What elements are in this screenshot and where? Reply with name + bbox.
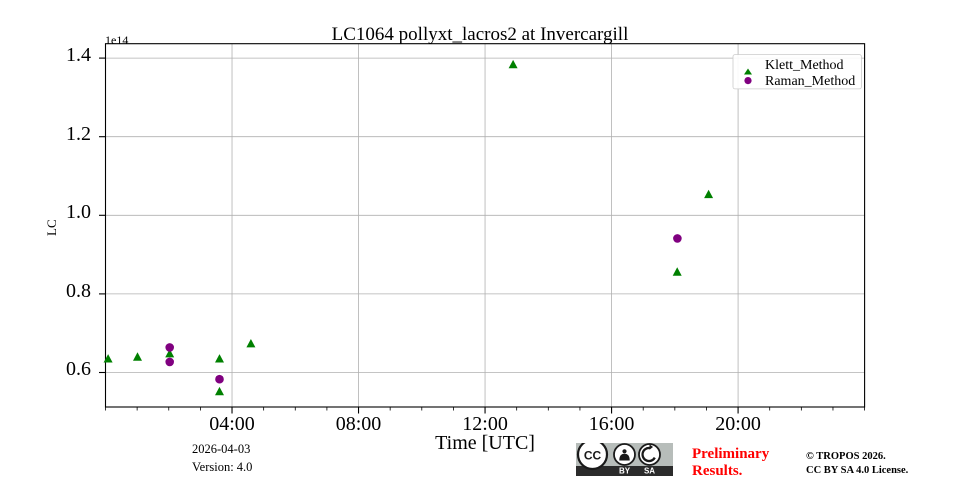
svg-text:BY: BY [619, 467, 631, 476]
svg-text:CC: CC [583, 449, 601, 463]
svg-text:SA: SA [644, 467, 655, 476]
